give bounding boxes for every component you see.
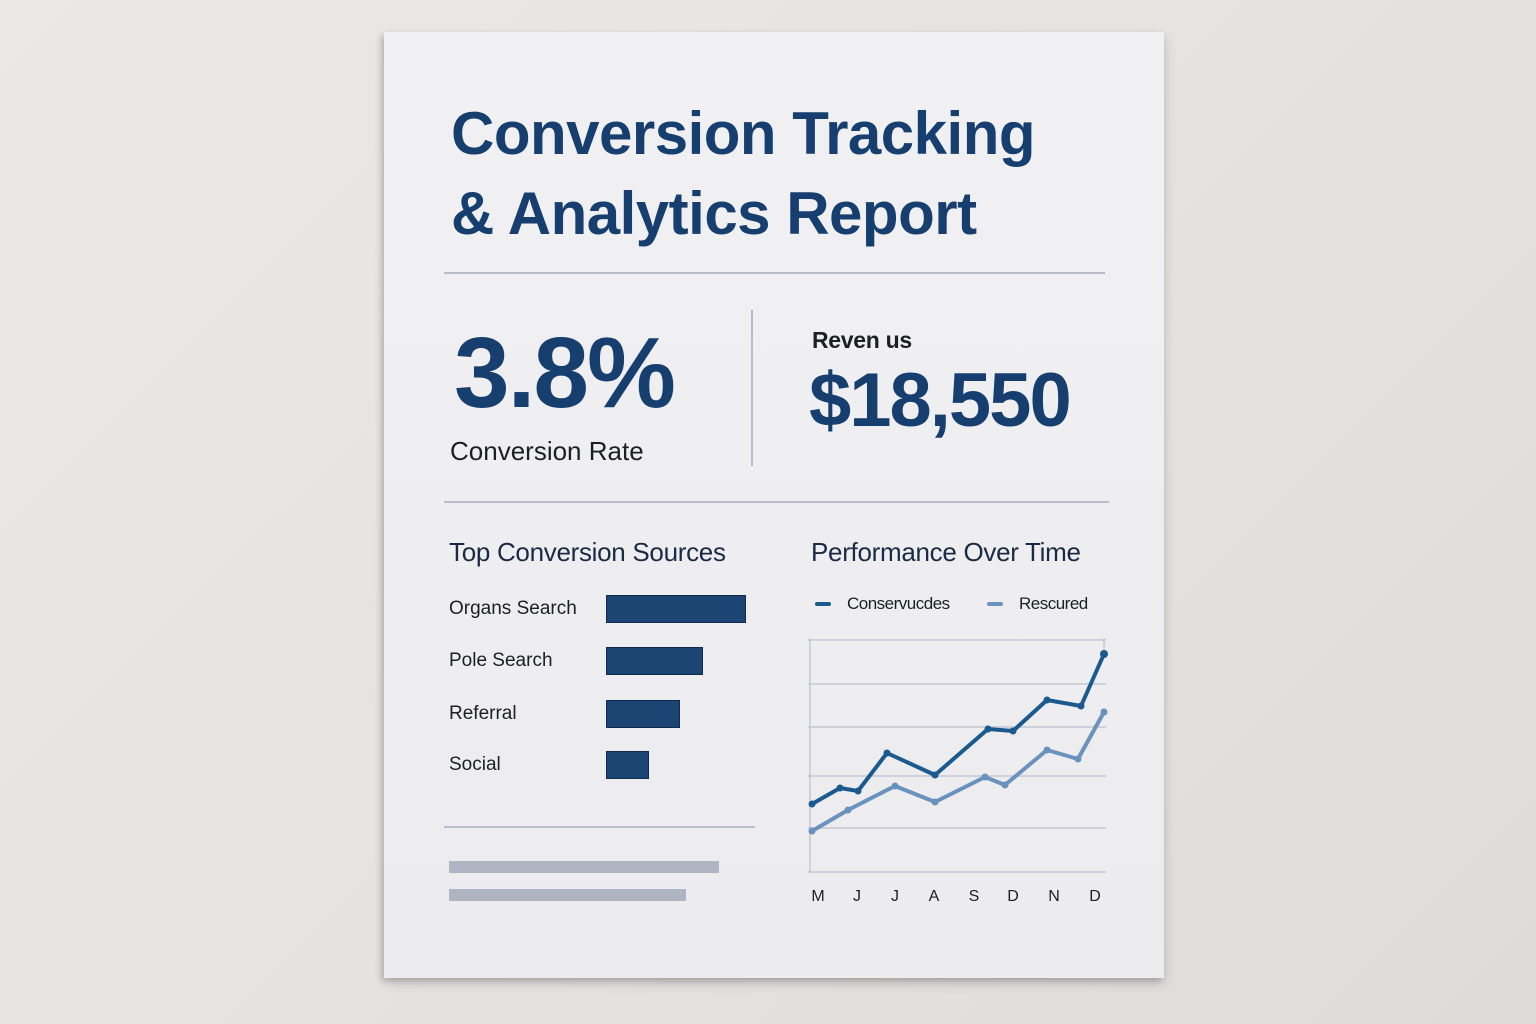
series-conversions-line bbox=[810, 652, 1106, 806]
title-divider bbox=[444, 272, 1105, 274]
x-axis-tick: S bbox=[968, 888, 980, 905]
legend-item-series-2: Rescured bbox=[987, 594, 1088, 614]
x-axis-tick: J bbox=[853, 888, 861, 905]
source-row: Referral bbox=[449, 700, 769, 730]
source-row: Social bbox=[449, 751, 769, 781]
x-axis-tick: N bbox=[1048, 888, 1060, 905]
series-rescured-line bbox=[810, 710, 1106, 833]
x-axis-tick: A bbox=[928, 888, 940, 905]
source-bar bbox=[606, 647, 703, 675]
x-axis-tick: J bbox=[891, 888, 899, 905]
source-bar bbox=[606, 700, 680, 728]
legend-label: Rescured bbox=[1019, 594, 1088, 613]
source-bar bbox=[606, 595, 746, 623]
source-label: Social bbox=[449, 754, 501, 775]
source-label: Organs Search bbox=[449, 598, 577, 619]
placeholder-text-line bbox=[449, 889, 686, 901]
x-axis-tick: M bbox=[811, 888, 825, 905]
kpi-divider bbox=[751, 310, 753, 466]
source-row: Organs Search bbox=[449, 595, 769, 625]
x-axis-tick: D bbox=[1089, 888, 1101, 905]
conversion-rate-value: 3.8% bbox=[454, 317, 676, 429]
legend-swatch-icon bbox=[815, 602, 831, 606]
source-label: Pole Search bbox=[449, 650, 553, 671]
placeholder-text-line bbox=[449, 861, 719, 873]
source-bar bbox=[606, 751, 649, 779]
source-label: Referral bbox=[449, 703, 517, 724]
chart-gridlines bbox=[808, 638, 1106, 873]
report-title: Conversion Tracking & Analytics Report bbox=[451, 94, 1131, 254]
performance-title: Performance Over Time bbox=[811, 537, 1081, 567]
x-axis-tick: D bbox=[1007, 888, 1019, 905]
performance-line-chart bbox=[808, 638, 1108, 873]
report-page: Conversion Tracking & Analytics Report 3… bbox=[384, 32, 1164, 978]
revenue-label: Reven us bbox=[812, 327, 912, 353]
conversion-rate-label: Conversion Rate bbox=[450, 436, 644, 466]
report-title-line-2: & Analytics Report bbox=[451, 180, 977, 247]
legend-label: Conservucdes bbox=[847, 594, 950, 613]
sources-divider bbox=[444, 826, 755, 828]
sources-title: Top Conversion Sources bbox=[449, 537, 726, 567]
legend-swatch-icon bbox=[987, 602, 1003, 606]
kpi-section-divider bbox=[444, 501, 1109, 503]
source-row: Pole Search bbox=[449, 647, 769, 677]
legend-item-series-1: Conservucdes bbox=[815, 594, 950, 614]
revenue-value: $18,550 bbox=[809, 358, 1072, 443]
report-title-line-1: Conversion Tracking bbox=[451, 100, 1036, 167]
